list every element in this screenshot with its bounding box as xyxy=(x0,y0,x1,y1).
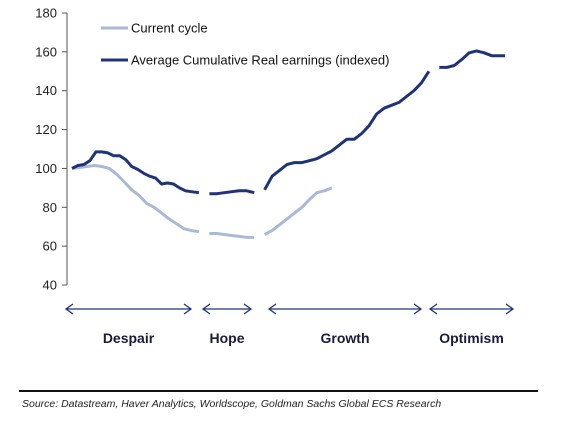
phase-arrow-head-right xyxy=(413,303,423,315)
series-layer xyxy=(71,49,505,239)
phase-label-optimism: Optimism xyxy=(439,330,504,346)
series-line-current xyxy=(209,232,255,239)
phase-arrow-head-right xyxy=(243,303,253,315)
y-tick-label: 180 xyxy=(35,6,57,21)
phase-arrow-head-left xyxy=(428,303,438,315)
y-tick-label: 140 xyxy=(35,83,57,98)
y-tick-label: 40 xyxy=(43,278,57,293)
phase-arrow-head-left xyxy=(64,303,74,315)
phase-label-despair: Despair xyxy=(103,330,155,346)
y-tick-label: 60 xyxy=(43,239,57,254)
y-tick-label: 120 xyxy=(35,122,57,137)
series-line-average xyxy=(71,150,200,195)
series-line-average xyxy=(439,49,505,69)
legend-label-current: Current cycle xyxy=(131,21,208,36)
series-line-current xyxy=(71,164,200,234)
phase-arrow-head-right xyxy=(505,303,515,315)
phase-label-growth: Growth xyxy=(321,330,370,346)
series-line-current xyxy=(263,186,333,236)
legend-label-average: Average Cumulative Real earnings (indexe… xyxy=(131,53,389,68)
y-tick-label: 160 xyxy=(35,44,57,59)
y-tick-label: 100 xyxy=(35,161,57,176)
series-line-average xyxy=(263,70,431,191)
source-note: Source: Datastream, Haver Analytics, Wor… xyxy=(22,398,442,410)
phase-arrow-head-left xyxy=(201,303,211,315)
phase-arrow-head-right xyxy=(183,303,193,315)
phase-arrow-head-left xyxy=(267,303,277,315)
legend: Current cycle Average Cumulative Real ear… xyxy=(101,21,389,68)
y-axis: 40 60 80 100 120 140 160 180 xyxy=(35,6,68,293)
phase-label-hope: Hope xyxy=(210,330,245,346)
source-divider xyxy=(19,390,538,392)
phase-arrows: Despair Hope Growth Optimism xyxy=(64,303,515,346)
series-line-average xyxy=(209,189,255,196)
y-tick-label: 80 xyxy=(43,200,57,215)
